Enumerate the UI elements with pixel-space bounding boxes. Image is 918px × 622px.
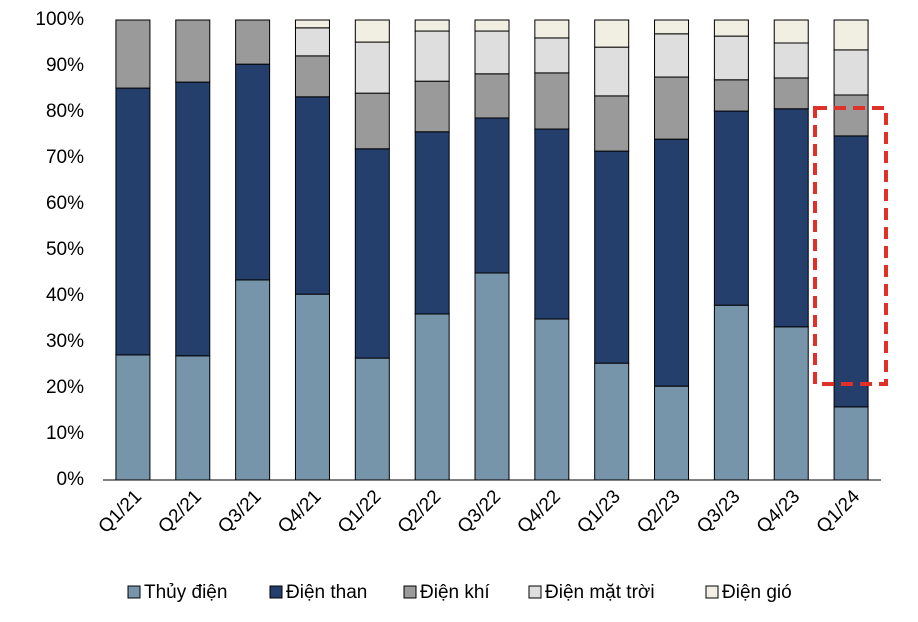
bar-segment [294,55,330,98]
x-tick-label: Q1/24 [813,486,865,538]
bar-segment [654,76,690,140]
x-tick-label: Q1/23 [573,486,624,537]
bar-segment [354,92,390,150]
bar-segment [474,73,510,119]
x-tick-label: Q1/21 [95,486,146,537]
highlight-box [813,106,888,386]
bar-segment [773,108,809,328]
legend-label: Điện gió [722,582,792,603]
y-tick-label: 10% [46,423,84,444]
bar-segment [594,19,630,48]
bar-segment [115,87,151,356]
bar-segment [354,148,390,359]
bar-segment [414,80,450,133]
x-tick-label: Q3/22 [454,486,505,537]
bar-segment [534,72,570,130]
bar-segment [354,357,390,481]
bar-segment [414,19,450,32]
bar-segment [414,131,450,315]
bar-segment [235,279,271,481]
y-tick-label: 60% [46,193,84,214]
legend-swatch [403,585,417,599]
legend-swatch [127,585,141,599]
bar-segment [115,354,151,481]
bar-segment [654,33,690,78]
bar-segment [594,46,630,97]
y-tick-label: 90% [46,55,84,76]
x-tick-label: Q2/22 [394,486,445,537]
y-tick-label: 50% [46,239,84,260]
bar-segment [294,96,330,295]
x-tick-label: Q1/22 [334,486,385,537]
legend-label: Điện mặt trời [545,582,655,603]
legend-label: Thủy điện [144,582,227,603]
bar-segment [414,30,450,82]
bar-segment [773,77,809,110]
bar-segment [534,19,570,39]
bar-segment [474,117,510,274]
bar-segment [713,35,749,81]
x-tick-label: Q3/21 [214,486,265,537]
x-tick-label: Q4/23 [753,486,804,537]
legend-label: Điện than [286,582,367,603]
bar-segment [713,110,749,306]
bar-segment [833,406,869,481]
x-tick-label: Q4/22 [513,486,564,537]
bar-segment [235,19,271,65]
bar-segment [294,293,330,481]
y-tick-label: 70% [46,147,84,168]
bar-segment [115,19,151,89]
bar-segment [354,41,390,94]
bar-segment [594,95,630,152]
y-tick-label: 20% [46,377,84,398]
legend-swatch [528,585,542,599]
bar-segment [534,318,570,481]
bar-segment [594,362,630,481]
bar-segment [594,150,630,364]
bar-segment [713,19,749,37]
y-tick-label: 80% [46,101,84,122]
bar-segment [175,355,211,481]
bar-segment [773,19,809,44]
bar-segment [713,79,749,112]
bar-segment [534,37,570,74]
bar-segment [294,19,330,29]
legend-label: Điện khí [420,582,490,603]
bar-segment [294,27,330,57]
bar-segment [654,138,690,387]
bar-segment [235,63,271,281]
bar-segment [773,42,809,79]
bar-segment [833,135,869,408]
bar-segment [654,19,690,35]
bar-segment [713,304,749,481]
bar-segment [474,30,510,75]
y-tick-label: 100% [35,9,84,30]
x-tick-label: Q2/23 [633,486,684,537]
bar-segment [474,19,510,32]
bar-segment [175,81,211,357]
bar-segment [354,19,390,43]
x-tick-label: Q4/21 [274,486,325,537]
legend-swatch [269,585,283,599]
bar-segment [654,385,690,481]
bar-segment [175,19,211,83]
bar-segment [534,128,570,320]
y-tick-label: 0% [57,469,85,490]
legend-swatch [705,585,719,599]
x-tick-label: Q3/23 [693,486,744,537]
bar-segment [773,326,809,481]
x-tick-label: Q2/21 [154,486,205,537]
bar-segment [474,272,510,481]
y-tick-label: 30% [46,331,84,352]
bar-segment [833,94,869,137]
y-tick-label: 40% [46,285,84,306]
bar-segment [833,49,869,96]
bar-segment [414,313,450,481]
bar-segment [833,19,869,51]
